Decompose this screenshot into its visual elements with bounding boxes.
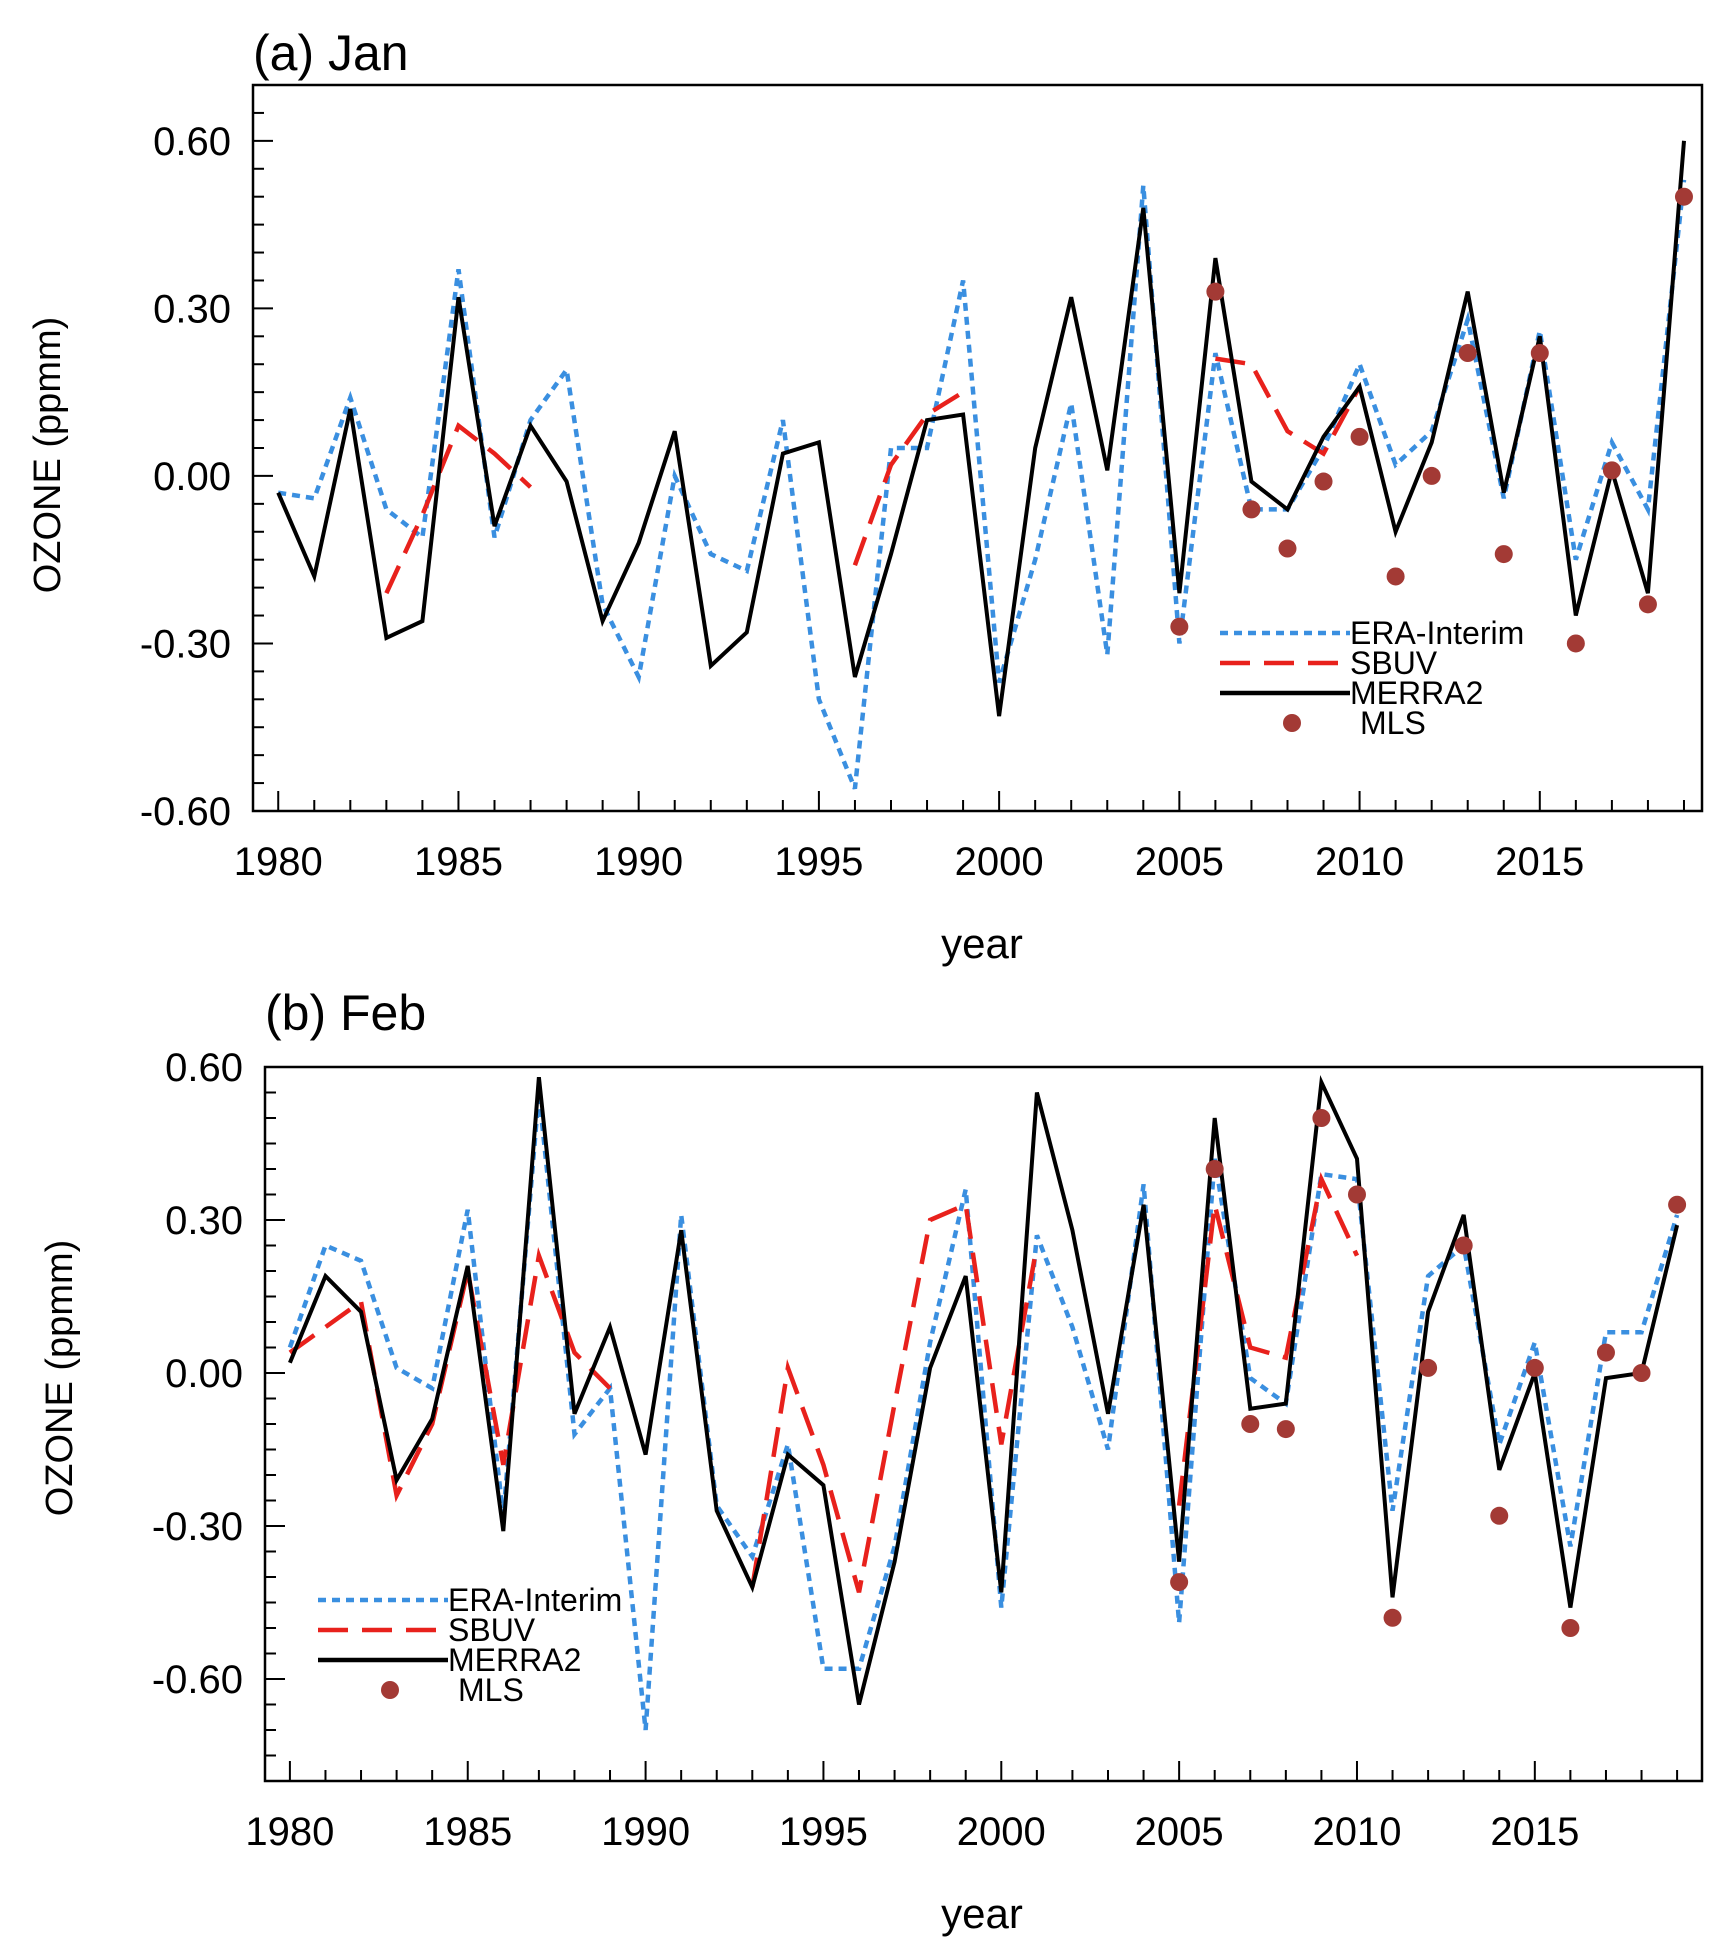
y-tick-label: -0.30 <box>152 1505 243 1549</box>
x-tick-label: 2010 <box>1312 1810 1401 1854</box>
x-tick-label: 2000 <box>957 1810 1046 1854</box>
x-tick-label: 1980 <box>234 840 323 884</box>
panel-feb: (b) Feb OZONE (ppmm) year 0.60 0.30 0.00 -0… <box>39 985 1704 1937</box>
series-sbuv-line <box>1176 1172 1360 1506</box>
x-tick-label: 1995 <box>774 840 863 884</box>
series-mls-point <box>1454 1236 1473 1255</box>
series-sbuv-line <box>852 390 965 567</box>
legend-label: MERRA2 <box>1350 675 1483 711</box>
series-mls-point <box>1206 282 1225 301</box>
panel-title: (a) Jan <box>253 25 409 81</box>
x-tick-label: 2015 <box>1495 840 1584 884</box>
series-mls-point <box>1170 617 1189 636</box>
y-axis-label: OZONE (ppmm) <box>39 1240 81 1517</box>
y-tick-label: 0.00 <box>165 1352 243 1396</box>
series-mls-point <box>1241 1415 1260 1433</box>
x-tick-label: 2010 <box>1315 840 1404 884</box>
series-merra2-line <box>276 140 1686 717</box>
x-tick-label: 2005 <box>1135 1810 1224 1854</box>
series-mls-point <box>1419 1358 1438 1377</box>
x-tick-label: 1985 <box>414 840 503 884</box>
series-sbuv-line <box>1215 356 1362 457</box>
y-tick-label: -0.60 <box>152 1658 243 1702</box>
series-mls-point <box>1490 1506 1509 1525</box>
y-tick-label: -0.30 <box>140 622 231 666</box>
series-mls-point <box>1561 1619 1580 1637</box>
x-tick-label: 2000 <box>955 840 1044 884</box>
x-tick-label: 1995 <box>779 1810 868 1854</box>
legend-label: ERA-Interim <box>448 1582 622 1618</box>
series-mls-point <box>1638 595 1657 614</box>
legend-swatch <box>381 1681 399 1699</box>
series-mls-point <box>1494 545 1513 564</box>
series-era-interim-line <box>287 1092 1680 1731</box>
y-tick-label: 0.30 <box>165 1199 243 1243</box>
legend-label: SBUV <box>448 1612 536 1648</box>
legend-swatch <box>1283 714 1301 732</box>
series-mls-point <box>1458 344 1477 363</box>
x-tick-label: 2015 <box>1490 1810 1579 1854</box>
series-mls-point <box>1276 1420 1295 1439</box>
series-mls-point <box>1632 1364 1651 1382</box>
series-merra2-line <box>288 1074 1680 1705</box>
y-tick-label: 0.30 <box>153 287 231 331</box>
series-mls-point <box>1242 500 1261 519</box>
y-tick-label: 0.60 <box>165 1046 243 1090</box>
y-tick-label: 0.00 <box>153 455 231 499</box>
x-tick-label: 1990 <box>594 840 683 884</box>
legend-label: MERRA2 <box>448 1642 581 1678</box>
panel-title: (b) Feb <box>265 985 426 1041</box>
x-tick-label: 1980 <box>245 1810 334 1854</box>
series-mls-point <box>1596 1343 1615 1362</box>
series-mls-point <box>1566 634 1585 653</box>
x-axis-label: year <box>941 920 1023 967</box>
series-mls-point <box>1386 567 1405 586</box>
x-axis-label: year <box>941 1890 1023 1937</box>
series-mls-point <box>1350 427 1369 446</box>
legend-label: MLS <box>1360 705 1426 741</box>
series-mls-point <box>1278 539 1297 558</box>
series-mls-point <box>1674 187 1693 206</box>
series-mls-point <box>1530 344 1549 363</box>
x-tick-label: 1990 <box>601 1810 690 1854</box>
panel-jan: (a) Jan OZONE (ppmm) year 0.60 0.30 0.00 -0… <box>27 25 1704 967</box>
series-mls-point <box>1422 466 1441 485</box>
series-mls-point <box>1312 1109 1331 1127</box>
legend-label: MLS <box>458 1672 524 1708</box>
legend-label: SBUV <box>1350 645 1438 681</box>
series-mls-point <box>1525 1358 1544 1377</box>
series-mls-point <box>1314 472 1333 491</box>
series-mls-point <box>1205 1160 1224 1178</box>
y-tick-label: 0.60 <box>153 120 231 164</box>
series-mls-point <box>1383 1608 1402 1627</box>
y-axis-label: OZONE (ppmm) <box>27 317 69 594</box>
x-tick-label: 2005 <box>1135 840 1224 884</box>
legend-label: ERA-Interim <box>1350 615 1524 651</box>
series-mls-point <box>1668 1195 1687 1214</box>
series-mls-point <box>1170 1573 1189 1592</box>
series-mls-point <box>1602 461 1621 480</box>
x-tick-label: 1985 <box>423 1810 512 1854</box>
series-mls-point <box>1347 1185 1366 1204</box>
series-sbuv-line <box>384 422 533 595</box>
y-tick-label: -0.60 <box>140 790 231 834</box>
series-sbuv-line <box>750 1201 1040 1593</box>
